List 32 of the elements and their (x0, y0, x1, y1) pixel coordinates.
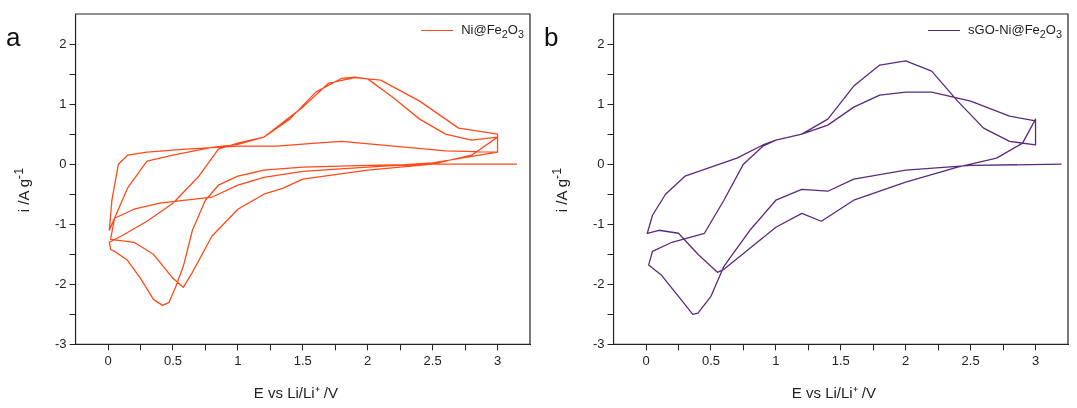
x-axis-title: E vs Li/Li⁺ /V (791, 383, 876, 402)
x-tick-label: 0 (104, 352, 112, 368)
y-tick-label: 2 (59, 35, 67, 51)
x-tick-label: 3 (1031, 352, 1040, 368)
x-tick-label: 2.5 (423, 352, 442, 368)
chart-title: b (544, 22, 559, 53)
chart-title: a (6, 22, 21, 53)
y-tick-label: -1 (55, 215, 67, 231)
y-tick-label: 2 (597, 35, 605, 51)
x-tick-label: 0.5 (163, 352, 182, 368)
x-tick-label: 0 (642, 352, 650, 368)
y-tick-label: 0 (59, 155, 67, 171)
x-tick-label: 2 (364, 352, 372, 368)
x-axis-title: E vs Li/Li⁺ /V (253, 383, 338, 402)
y-tick-label: 1 (597, 95, 605, 111)
x-tick-label: 2.5 (961, 352, 980, 368)
legend-label: Ni@Fe$_{2}$O$_{3}$ (461, 22, 524, 40)
x-tick-label: 0.5 (701, 352, 720, 368)
y-tick-label: -2 (55, 275, 67, 291)
y-tick-label: -1 (593, 215, 605, 231)
y-tick-label: -2 (593, 275, 605, 291)
x-tick-label: 1.5 (293, 352, 312, 368)
y-tick-label: 0 (597, 155, 605, 171)
x-tick-label: 1 (234, 352, 242, 368)
x-tick-label: 2 (902, 352, 910, 368)
y-tick-label: -3 (593, 335, 605, 351)
y-tick-label: 1 (59, 95, 67, 111)
x-tick-label: 3 (493, 352, 502, 368)
x-tick-label: 1 (772, 352, 780, 368)
y-tick-label: -3 (55, 335, 67, 351)
x-tick-label: 1.5 (831, 352, 850, 368)
legend-label: sGO-Ni@Fe$_{2}$O$_{3}$ (968, 22, 1062, 40)
